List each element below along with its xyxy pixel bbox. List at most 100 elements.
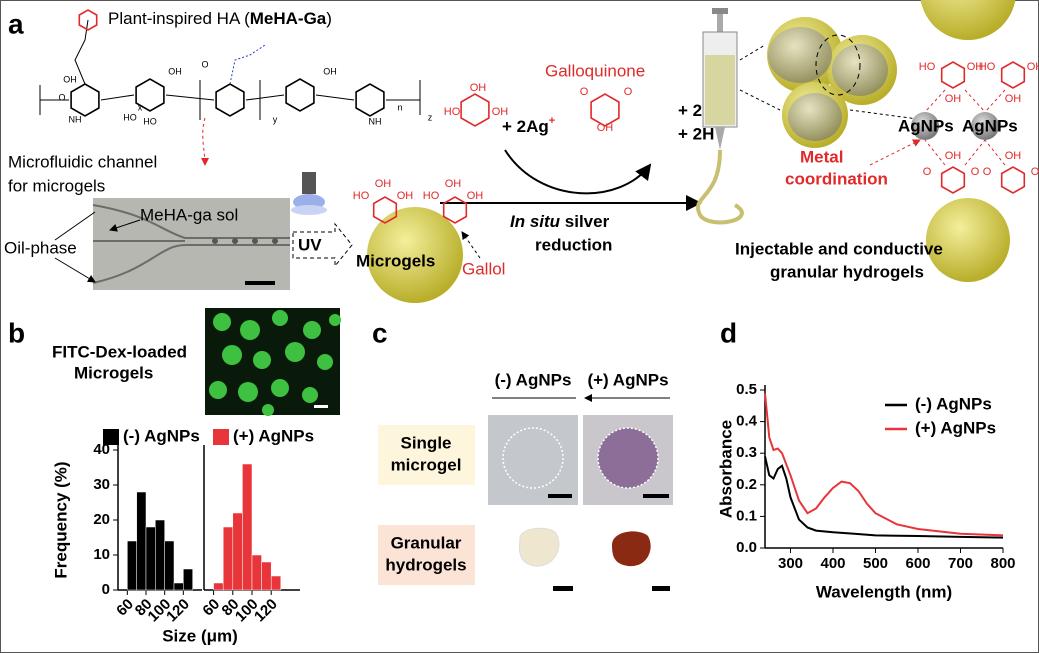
legend-label: (-) AgNPs bbox=[915, 394, 992, 413]
scale-bar bbox=[643, 494, 669, 498]
atom-label: OH bbox=[470, 82, 487, 94]
hydrogel-sample bbox=[518, 527, 560, 567]
dot bbox=[317, 354, 333, 370]
atom-label: x bbox=[138, 102, 143, 112]
bar bbox=[145, 526, 156, 591]
dot bbox=[240, 320, 260, 340]
x-tick-label: 500 bbox=[863, 555, 888, 572]
bar bbox=[136, 491, 147, 591]
dot bbox=[271, 379, 289, 397]
y-tick-label: 0 bbox=[102, 581, 110, 598]
bar bbox=[251, 554, 262, 591]
bar bbox=[183, 568, 193, 591]
legend-swatch bbox=[103, 429, 119, 445]
bar bbox=[155, 519, 165, 591]
image-caption: Microgels bbox=[74, 363, 153, 382]
x-tick-label: 800 bbox=[990, 555, 1015, 572]
panel-label: a bbox=[8, 8, 24, 39]
scale-bar bbox=[245, 281, 275, 285]
bar bbox=[173, 582, 184, 591]
arrow bbox=[109, 219, 141, 232]
dot bbox=[303, 321, 321, 339]
backbone bbox=[39, 80, 421, 120]
y-tick-label: 10 bbox=[93, 546, 110, 563]
dot bbox=[285, 342, 305, 362]
legend-swatch bbox=[213, 429, 229, 445]
y-tick-label: 40 bbox=[93, 441, 110, 458]
atom-label: OH bbox=[1005, 150, 1022, 162]
ag-ion: + 2Ag+ bbox=[502, 115, 555, 137]
gallol-ring bbox=[78, 9, 98, 31]
atom-label: NH bbox=[69, 114, 82, 124]
x-axis-label: Size (μm) bbox=[162, 626, 238, 645]
bar bbox=[222, 526, 234, 591]
sugar-ring bbox=[135, 78, 165, 112]
atom-label: O bbox=[201, 59, 208, 69]
uv-label: UV bbox=[298, 235, 322, 254]
atom-label: HO bbox=[919, 61, 936, 73]
arrow bbox=[54, 211, 95, 282]
droplets bbox=[212, 238, 278, 244]
quinone-ring bbox=[1000, 61, 1026, 89]
atom-label: OH bbox=[397, 190, 414, 202]
channel-title: for microgels bbox=[8, 176, 105, 195]
scale-bar bbox=[314, 405, 328, 408]
atom-label: HO bbox=[353, 190, 370, 202]
hydrogel-sample bbox=[612, 531, 651, 567]
microgel bbox=[367, 207, 463, 303]
atom-label: OH bbox=[467, 190, 484, 202]
gallol-ring bbox=[372, 196, 398, 224]
gallol-label: Gallol bbox=[462, 259, 505, 278]
x-tick-label: 600 bbox=[905, 555, 930, 572]
coordination-label: coordination bbox=[785, 169, 888, 188]
quinone-ring bbox=[940, 166, 966, 194]
x-tick-label: 400 bbox=[820, 555, 845, 572]
dot bbox=[238, 382, 258, 402]
channel bbox=[92, 204, 290, 284]
arrow bbox=[461, 231, 481, 259]
atom-label: OH bbox=[945, 93, 962, 105]
sugar-ring bbox=[70, 83, 100, 117]
dot bbox=[302, 387, 318, 403]
reduction-label: reduction bbox=[535, 235, 612, 254]
methacrylate bbox=[229, 44, 266, 85]
atom-label: O bbox=[58, 92, 65, 102]
dot bbox=[213, 313, 231, 331]
panel-label: d bbox=[720, 317, 737, 348]
row-box bbox=[378, 425, 475, 485]
galloquinone-label: Galloquinone bbox=[545, 61, 645, 80]
dot bbox=[262, 404, 274, 416]
atom-label: n bbox=[397, 102, 402, 112]
granules bbox=[767, 17, 897, 148]
row-label: microgel bbox=[391, 455, 462, 474]
atom-label: HO bbox=[143, 116, 157, 126]
bar bbox=[127, 540, 137, 591]
coordination-label: Metal bbox=[800, 147, 843, 166]
scale-bar bbox=[652, 586, 670, 591]
coordination-bonds bbox=[924, 89, 1006, 166]
x-axis-label: Wavelength (nm) bbox=[816, 582, 952, 601]
atom-label: OH bbox=[1027, 61, 1039, 73]
atom-label: OH bbox=[375, 178, 392, 190]
bar bbox=[164, 540, 175, 591]
quinone-ring bbox=[590, 93, 620, 127]
atom-label: O bbox=[580, 86, 589, 98]
bar bbox=[270, 575, 282, 591]
arrow bbox=[200, 117, 209, 166]
atom-label: OH bbox=[967, 61, 984, 73]
atom-label: HO bbox=[444, 106, 461, 118]
atom-label: OH bbox=[945, 150, 962, 162]
atom-label: O bbox=[624, 86, 633, 98]
arrow bbox=[504, 149, 652, 195]
legend-label: (+) AgNPs bbox=[233, 426, 314, 445]
y-axis-label: Frequency (%) bbox=[51, 461, 70, 578]
y-tick-label: 0.2 bbox=[736, 476, 757, 493]
dot bbox=[222, 345, 242, 365]
atom-label: NH bbox=[369, 116, 382, 126]
dot bbox=[253, 351, 271, 369]
row-label: hydrogels bbox=[385, 555, 466, 574]
line bbox=[764, 456, 1004, 539]
sugar-ring bbox=[215, 83, 245, 117]
atom-label: y bbox=[273, 114, 278, 124]
agnp-label: AgNPs bbox=[898, 116, 954, 135]
